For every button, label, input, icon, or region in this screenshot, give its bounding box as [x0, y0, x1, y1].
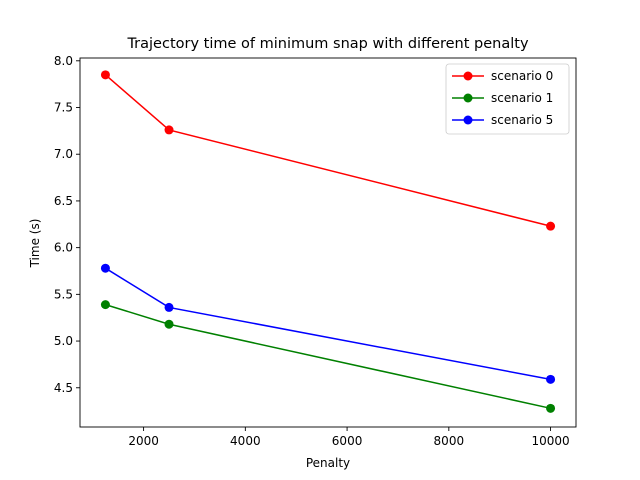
legend-label-0: scenario 0: [491, 69, 553, 83]
data-point-s2-2: [546, 374, 556, 384]
chart-title: Trajectory time of minimum snap with dif…: [126, 36, 528, 52]
axes-frame: [79, 57, 577, 428]
x-tick-label-4: 10000: [531, 434, 569, 448]
y-tick-label-2: 5.5: [54, 287, 73, 301]
data-point-s2-0: [100, 263, 110, 273]
x-tick-label-1: 4000: [230, 434, 261, 448]
legend-marker-1: [463, 93, 473, 103]
y-tick-label-7: 8.0: [54, 54, 73, 68]
y-tick-label-4: 6.5: [54, 194, 73, 208]
y-tick-label-1: 5.0: [54, 334, 73, 348]
legend-label-2: scenario 5: [491, 113, 553, 127]
y-tick-label-3: 6.0: [54, 241, 73, 255]
plot-area: 2000 4000 6000 8000 10000 4.5 5.0 5.5 6.0 6.5 7.0 7…: [54, 54, 577, 448]
data-point-s2-1: [164, 302, 174, 312]
x-tick-label-2: 6000: [332, 434, 363, 448]
data-point-s0-0: [100, 70, 110, 80]
y-tick-label-5: 7.0: [54, 147, 73, 161]
data-point-s0-2: [546, 221, 556, 231]
y-axis-label: Time (s): [28, 219, 42, 269]
x-tick-label-0: 2000: [128, 434, 159, 448]
y-tick-label-6: 7.5: [54, 101, 73, 115]
y-tick-label-0: 4.5: [54, 381, 73, 395]
data-point-s0-1: [164, 125, 174, 135]
data-point-s1-0: [100, 300, 110, 310]
legend-label-1: scenario 1: [491, 91, 553, 105]
x-axis-label: Penalty: [306, 456, 350, 470]
legend-marker-0: [463, 71, 473, 81]
legend-marker-2: [463, 115, 473, 125]
data-point-s1-2: [546, 403, 556, 413]
legend-box: [445, 63, 570, 135]
x-tick-label-3: 8000: [434, 434, 465, 448]
data-point-s1-1: [164, 319, 174, 329]
